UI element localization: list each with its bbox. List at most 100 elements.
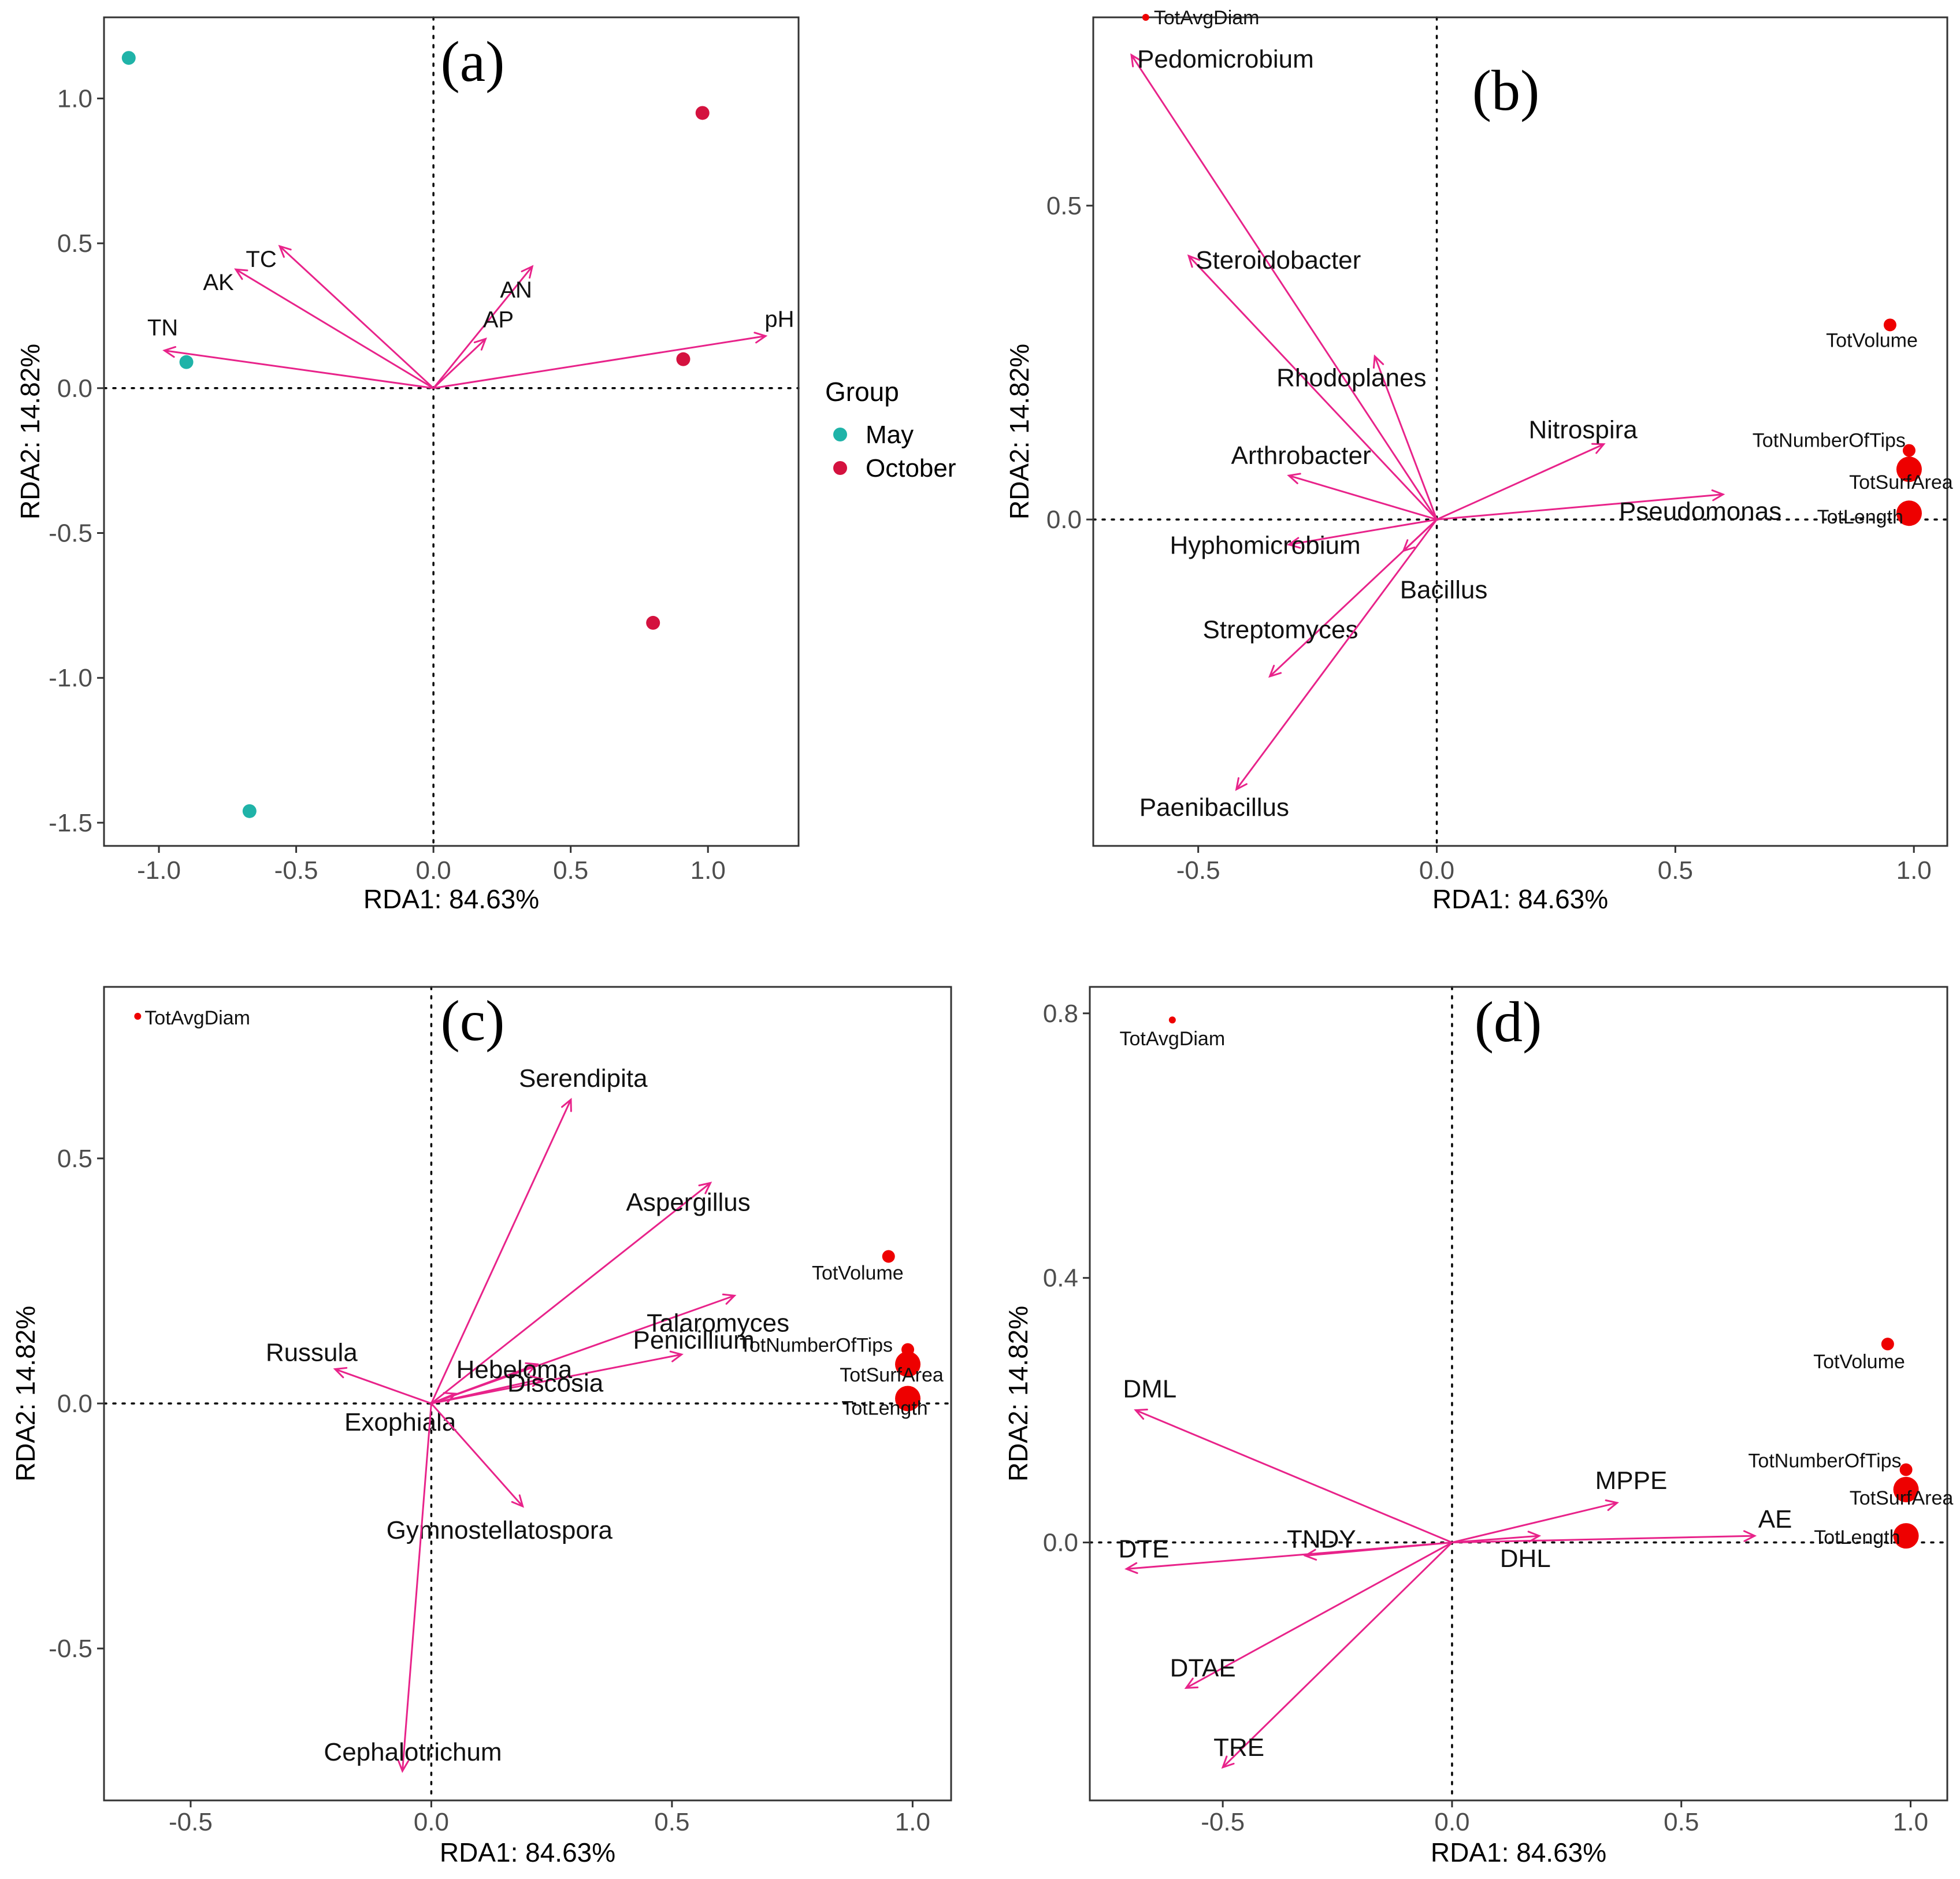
y-tick-label: 0.4 bbox=[1043, 1264, 1078, 1293]
legend-swatch-october bbox=[833, 461, 847, 475]
y-tick-label: 0.0 bbox=[1046, 506, 1082, 534]
arrow-head bbox=[1235, 777, 1248, 791]
y-tick-label: 0.8 bbox=[1043, 1000, 1078, 1028]
arrow-shaft bbox=[164, 350, 434, 389]
arrow-label-steroidobacter: Steroidobacter bbox=[1196, 246, 1361, 274]
x-tick-label: 1.0 bbox=[1893, 1808, 1928, 1836]
arrow-head bbox=[1743, 1530, 1757, 1542]
arrow-label-hyphomicrobium: Hyphomicrobium bbox=[1170, 532, 1361, 560]
arrow-nitrospira: Nitrospira bbox=[1436, 416, 1638, 521]
arrow-exophiala: Exophiala bbox=[344, 1392, 458, 1436]
x-tick-label: -0.5 bbox=[169, 1808, 213, 1836]
x-tick-label: 1.0 bbox=[1896, 856, 1932, 885]
arrow-label-ap: AP bbox=[483, 307, 514, 333]
x-tick-label: 1.0 bbox=[895, 1808, 930, 1836]
y-tick-label: 0.5 bbox=[1046, 192, 1082, 220]
x-tick-label: 0.0 bbox=[416, 856, 451, 885]
arrow-shaft bbox=[430, 1099, 572, 1404]
arrow-russula: Russula bbox=[266, 1339, 432, 1405]
arrow-shaft bbox=[335, 1368, 432, 1405]
arrow-head bbox=[669, 1350, 684, 1362]
arrow-head bbox=[530, 1375, 544, 1387]
point-label-totnumberoftips: TotNumberOfTips bbox=[740, 1335, 893, 1357]
sample-point-october bbox=[646, 615, 660, 630]
arrow-pedomicrobium: Pedomicrobium bbox=[1130, 45, 1438, 520]
arrow-head bbox=[1221, 1755, 1235, 1769]
arrow-label-dte: DTE bbox=[1118, 1535, 1169, 1563]
x-tick-label: 0.0 bbox=[414, 1808, 449, 1836]
legend-swatch-may bbox=[833, 428, 847, 441]
point-totlength bbox=[895, 1386, 921, 1412]
point-label-totavgdiam: TotAvgDiam bbox=[1120, 1028, 1226, 1050]
arrow-label-penicillium: Penicillium bbox=[633, 1326, 755, 1354]
x-tick-label: -0.5 bbox=[1176, 856, 1220, 885]
arrow-label-dml: DML bbox=[1123, 1375, 1176, 1403]
sample-point-may bbox=[121, 51, 136, 65]
arrow-label-gymnostellatospora: Gymnostellatospora bbox=[387, 1516, 613, 1544]
point-label-totavgdiam: TotAvgDiam bbox=[1154, 7, 1260, 29]
arrow-hebeloma: Hebeloma bbox=[430, 1356, 573, 1405]
arrow-shaft bbox=[1452, 1502, 1617, 1544]
x-axis-title: RDA1: 84.63% bbox=[1432, 884, 1608, 914]
arrow-head bbox=[234, 268, 248, 280]
point-label-totnumberoftips: TotNumberOfTips bbox=[1748, 1450, 1901, 1472]
point-label-totsurfarea: TotSurfArea bbox=[1850, 1487, 1954, 1509]
point-label-totvolume: TotVolume bbox=[812, 1262, 904, 1284]
point-totlength bbox=[1893, 1523, 1919, 1549]
arrow-pseudomonas: Pseudomonas bbox=[1436, 489, 1781, 526]
point-label-totavgdiam: TotAvgDiam bbox=[144, 1007, 250, 1029]
arrow-head bbox=[525, 1362, 539, 1374]
arrow-streptomyces: Streptomyces bbox=[1203, 518, 1438, 678]
panel-label: (d) bbox=[1475, 990, 1542, 1054]
arrow-label-nitrospira: Nitrospira bbox=[1528, 416, 1638, 444]
panel-d: -0.5 0.0 0.5 1.0 0.0 0.4 0.8 RDA1: 84.63% RDA2: … bbox=[1003, 986, 1954, 1867]
arrow-bacillus: Bacillus bbox=[1400, 518, 1487, 604]
arrow-shaft bbox=[1289, 474, 1437, 521]
arrow-head bbox=[397, 1759, 410, 1773]
plot-frame bbox=[103, 16, 800, 847]
arrow-cephalotrichum: Cephalotrichum bbox=[324, 1403, 502, 1773]
arrow-label-hebeloma: Hebeloma bbox=[456, 1356, 573, 1384]
arrow-dtae: DTAE bbox=[1170, 1542, 1453, 1689]
plot-frame bbox=[1092, 16, 1948, 847]
legend: Group May October bbox=[825, 377, 956, 482]
arrow-an: AN bbox=[432, 265, 534, 389]
arrow-aspergillus: Aspergillus bbox=[430, 1182, 751, 1405]
arrow-label-arthrobacter: Arthrobacter bbox=[1231, 441, 1371, 470]
y-tick-label: -0.5 bbox=[49, 519, 92, 547]
arrow-shaft bbox=[1436, 493, 1724, 521]
arrow-penicillium: Penicillium bbox=[431, 1326, 755, 1405]
arrow-label-ph: pH bbox=[764, 307, 794, 332]
arrow-shaft bbox=[1436, 443, 1605, 521]
legend-label-october: October bbox=[866, 454, 956, 482]
y-tick-label: 0.0 bbox=[57, 1390, 92, 1418]
point-totvolume bbox=[1881, 1338, 1894, 1351]
arrow-discosia: Discosia bbox=[431, 1369, 604, 1405]
sample-point-may bbox=[242, 804, 257, 818]
point-totsurfarea bbox=[1893, 1476, 1919, 1502]
x-tick-label: -0.5 bbox=[1201, 1808, 1245, 1836]
arrow-head bbox=[443, 1392, 458, 1403]
plot-frame bbox=[103, 986, 952, 1802]
arrow-label-rhodoplanes: Rhodoplanes bbox=[1276, 364, 1426, 392]
y-axis-title: RDA2: 14.82% bbox=[1003, 1306, 1033, 1481]
panel-a: -1.0 -0.5 0.0 0.5 1.0 -1.5 -1.0 -0.5 0.0 0.5 1.0 RD… bbox=[15, 16, 800, 914]
point-totnumberoftips bbox=[1902, 444, 1916, 457]
arrow-ae: AE bbox=[1452, 1505, 1792, 1544]
point-totvolume bbox=[1883, 318, 1896, 332]
arrow-label-serendipita: Serendipita bbox=[519, 1064, 648, 1093]
arrow-head bbox=[1268, 664, 1282, 678]
arrow-hyphomicrobium: Hyphomicrobium bbox=[1170, 518, 1437, 560]
arrow-head bbox=[1187, 254, 1201, 268]
arrow-ph: pH bbox=[433, 307, 795, 389]
point-label-totlength: TotLength bbox=[1817, 506, 1903, 528]
x-tick-label: 0.0 bbox=[1419, 856, 1454, 885]
arrow-tc: TC bbox=[246, 244, 435, 389]
sample-point-october bbox=[676, 352, 691, 366]
x-tick-label: 0.5 bbox=[654, 1808, 689, 1836]
arrow-ak: AK bbox=[203, 268, 434, 389]
x-tick-label: 1.0 bbox=[691, 856, 726, 885]
arrow-paenibacillus: Paenibacillus bbox=[1139, 519, 1438, 822]
arrow-shaft bbox=[1130, 54, 1438, 520]
arrow-label-an: AN bbox=[500, 277, 532, 303]
